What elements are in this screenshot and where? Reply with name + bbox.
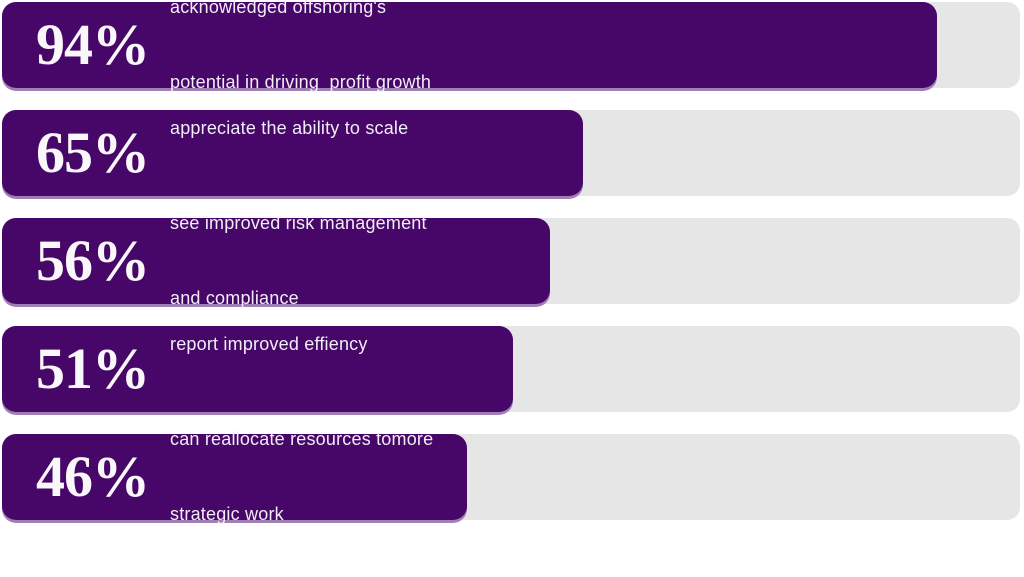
- bar-fill: 46% can reallocate resources tomore stra…: [2, 429, 468, 524]
- bar-label: see improved risk management and complia…: [134, 161, 427, 361]
- bar-row-risk-management: 56% see improved risk management and com…: [2, 213, 1020, 308]
- bar-label: appreciate the ability to scale: [134, 66, 408, 241]
- bar-label-line1: can reallocate resources tomore: [170, 429, 434, 449]
- percent-value: 94%: [36, 12, 150, 77]
- bar-row-reallocate-resources: 46% can reallocate resources tomore stra…: [2, 429, 1020, 524]
- bar-row-profit-growth: 94% acknowledged offshoring's potential …: [2, 0, 1020, 92]
- bar-label-line2: potential in driving profit growth: [170, 72, 432, 92]
- percent-value: 65%: [36, 120, 150, 185]
- bar-label: acknowledged offshoring's potential in d…: [134, 0, 431, 145]
- offshoring-stats-bar-chart: 94% acknowledged offshoring's potential …: [2, 0, 1020, 524]
- bar-fill: 56% see improved risk management and com…: [2, 213, 550, 308]
- bar-label: report improved effiency: [134, 282, 368, 457]
- bar-label-line1: see improved risk management: [170, 213, 427, 233]
- bar-fill: 94% acknowledged offshoring's potential …: [2, 0, 937, 92]
- percent-value: 56%: [36, 228, 150, 293]
- bar-label-line2: and compliance: [170, 288, 299, 308]
- bar-fill: 51% report improved effiency: [2, 326, 514, 412]
- bar-label: can reallocate resources tomore strategi…: [134, 377, 433, 577]
- bar-row-ability-to-scale: 65% appreciate the ability to scale: [2, 110, 1020, 196]
- bar-label-line1: report improved effiency: [170, 333, 368, 354]
- percent-value: 46%: [36, 444, 150, 509]
- bar-row-improved-efficiency: 51% report improved effiency: [2, 326, 1020, 412]
- bar-label-line1: acknowledged offshoring's: [170, 0, 387, 17]
- percent-value: 51%: [36, 336, 150, 401]
- bar-label-line1: appreciate the ability to scale: [170, 117, 409, 138]
- bar-label-line2: strategic work: [170, 504, 284, 524]
- bar-fill: 65% appreciate the ability to scale: [2, 110, 584, 196]
